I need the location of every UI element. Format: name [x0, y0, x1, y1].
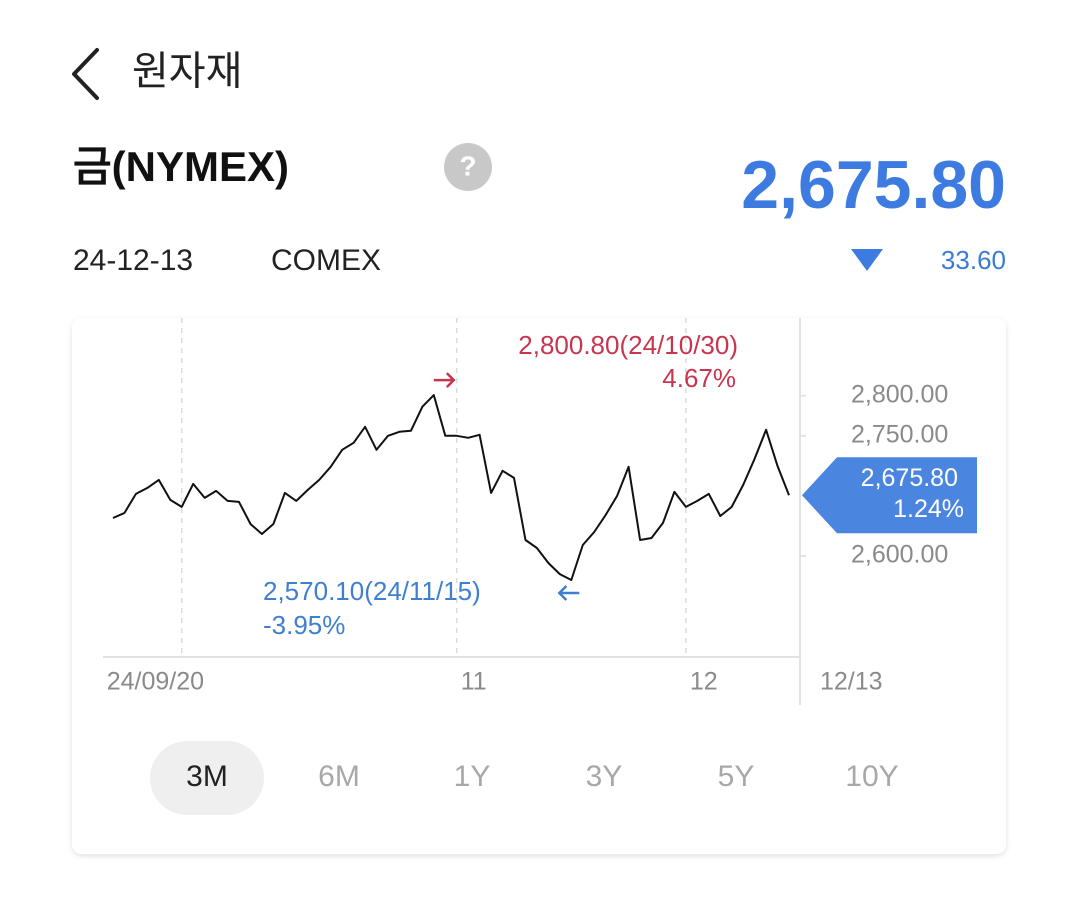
current-change: 1.24% — [893, 495, 964, 523]
high-label: 2,800.80(24/10/30) — [518, 330, 738, 360]
instrument-name: 금(NYMEX) — [73, 143, 289, 190]
x-tick-label: 11 — [461, 668, 487, 696]
plot: 2,600.00 2,750.00 2,800.00 24/09/20 11 12 12/1… — [107, 318, 977, 696]
down-arrow — [851, 249, 883, 271]
y-tick-label: 2,750.00 — [851, 420, 948, 448]
low-change: -3.95% — [263, 610, 345, 640]
period-tab[interactable]: 1Y — [454, 760, 491, 793]
page-title: 원자재 — [132, 50, 242, 94]
help-circle — [444, 143, 492, 191]
period-tab[interactable]: 5Y — [718, 760, 755, 793]
price: 2,675.80 — [741, 147, 1006, 223]
current-label: 2,675.80 — [861, 464, 958, 492]
low-arrow — [557, 585, 580, 601]
period-tab[interactable]: 6M — [318, 760, 360, 793]
x-tick-label: 24/09/20 — [107, 668, 204, 696]
low-label: 2,570.10(24/11/15) — [263, 576, 481, 606]
high-change: 4.67% — [662, 363, 736, 393]
help-button[interactable]: ? — [444, 143, 492, 191]
x-tick-label: 12/13 — [820, 668, 883, 696]
exchange: COMEX — [271, 244, 381, 277]
x-tick-label: 12 — [690, 668, 718, 696]
high-arrow — [433, 372, 456, 388]
back-button[interactable] — [72, 48, 99, 100]
tabs: 3M 6M 1Y 3Y 5Y 10Y — [186, 760, 899, 793]
y-tick-label: 2,800.00 — [851, 380, 948, 408]
price-line — [112, 394, 790, 581]
date: 24-12-13 — [73, 244, 193, 277]
tab-selected-bg — [150, 741, 264, 815]
change: 33.60 — [941, 245, 1006, 275]
help-icon: ? — [459, 150, 476, 181]
y-tick-label: 2,600.00 — [851, 541, 948, 569]
period-tab[interactable]: 10Y — [845, 760, 898, 793]
period-tab[interactable]: 3Y — [586, 760, 623, 793]
period-tab[interactable]: 3M — [186, 760, 228, 793]
current-marker — [802, 457, 977, 534]
